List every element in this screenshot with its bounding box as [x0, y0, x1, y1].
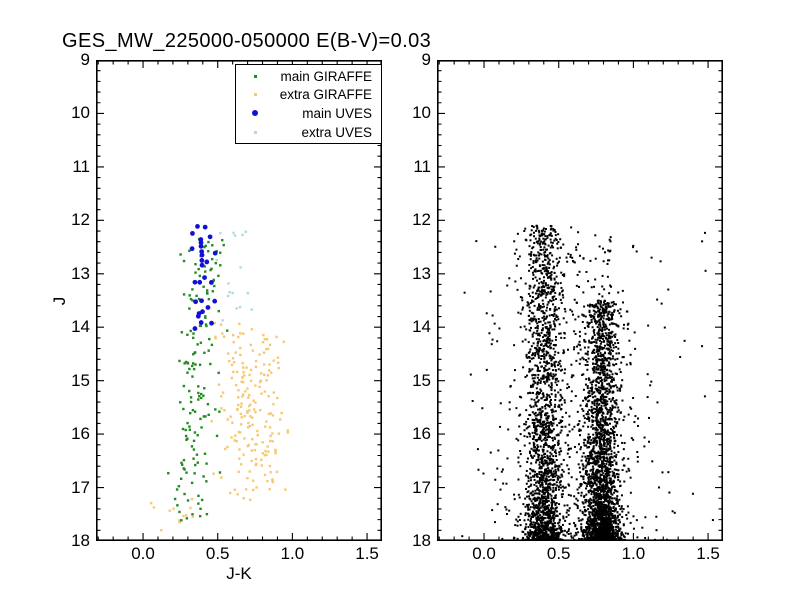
legend-marker-main-giraffe-icon — [236, 74, 274, 78]
x-tick-label: 0.0 — [472, 544, 496, 563]
legend-entry: extra GIRAFFE — [236, 86, 381, 105]
y-tick-label: 10 — [71, 103, 90, 123]
y-tick-label: 17 — [412, 477, 431, 497]
panel-right-cmd — [437, 60, 723, 541]
y-tick-label: 16 — [412, 424, 431, 444]
x-tick-label: 1.0 — [280, 544, 305, 563]
legend-label: main GIRAFFE — [280, 68, 372, 84]
y-tick-label: 16 — [71, 424, 90, 444]
scatter-canvas-right — [437, 60, 723, 541]
x-tick-label: 0.5 — [205, 544, 230, 563]
y-tick-label: 9 — [421, 50, 431, 69]
x-tick-label: 1.5 — [355, 544, 379, 563]
legend-marker-main-uves-icon — [236, 110, 274, 117]
legend-label: main UVES — [302, 105, 372, 121]
y-tick-label: 18 — [71, 531, 90, 550]
x-tick-label: 0.5 — [546, 544, 571, 563]
y-tick-label: 12 — [412, 210, 431, 230]
legend-marker-extra-giraffe-icon — [236, 93, 274, 97]
legend-entry: main UVES — [236, 104, 381, 123]
legend-label: extra GIRAFFE — [279, 87, 372, 103]
y-tick-label: 10 — [412, 103, 431, 123]
legend-marker-extra-uves-icon — [236, 130, 274, 134]
y-tick-label: 13 — [71, 263, 90, 283]
x-tick-label: 0.0 — [131, 544, 155, 563]
y-tick-label: 9 — [80, 50, 90, 69]
plot-title: GES_MW_225000-050000 E(B-V)=0.03 — [62, 30, 432, 52]
y-tick-label: 12 — [71, 210, 90, 230]
x-tick-label: 1.0 — [621, 544, 646, 563]
x-axis-label: J-K — [226, 564, 252, 583]
y-tick-label: 17 — [71, 477, 90, 497]
y-tick-label: 13 — [412, 263, 431, 283]
legend-box: main GIRAFFE extra GIRAFFE main UVES extra … — [235, 64, 382, 144]
y-axis-label: J — [50, 296, 69, 306]
legend-entry: main GIRAFFE — [236, 67, 381, 86]
y-tick-label: 11 — [72, 156, 90, 176]
legend-entry: extra UVES — [236, 123, 381, 142]
x-tick-label: 1.5 — [696, 544, 720, 563]
y-tick-label: 15 — [412, 370, 431, 390]
legend-label: extra UVES — [301, 124, 372, 140]
y-tick-label: 15 — [71, 370, 90, 390]
y-tick-label: 18 — [412, 531, 431, 550]
y-tick-label: 11 — [413, 156, 431, 176]
y-tick-label: 14 — [71, 317, 90, 337]
y-tick-label: 14 — [412, 317, 431, 337]
